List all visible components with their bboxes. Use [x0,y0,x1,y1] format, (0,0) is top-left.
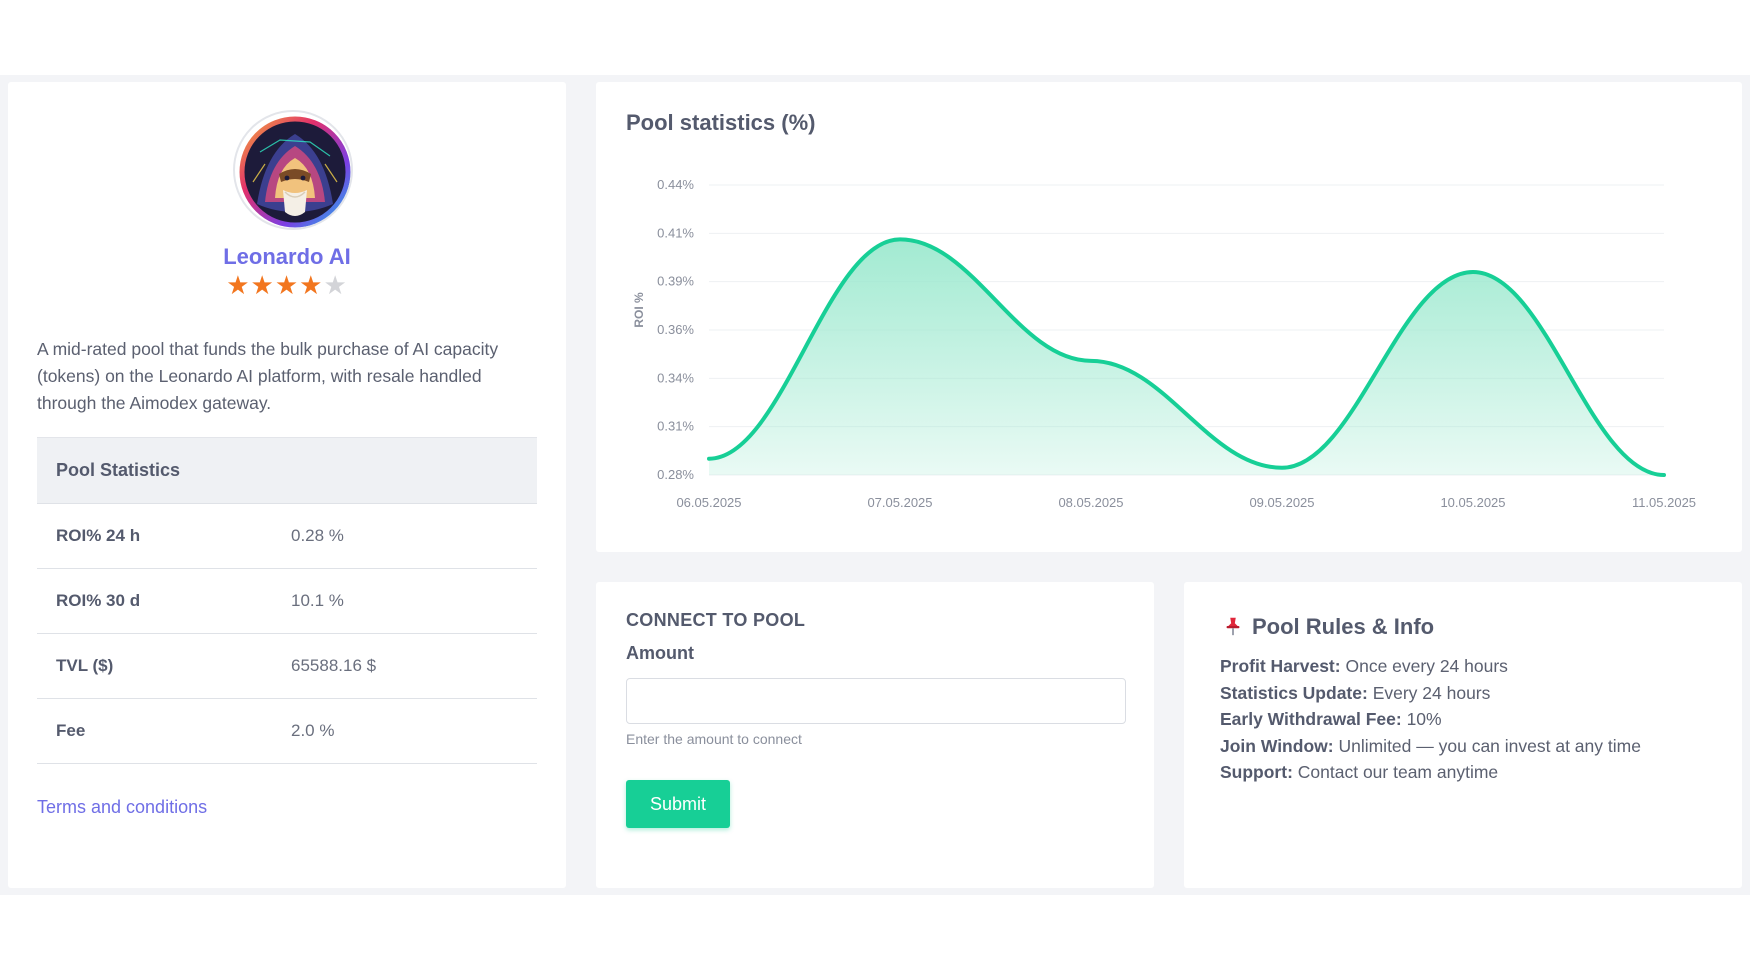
y-tick-label: 0.34% [657,370,694,385]
pool-name: Leonardo AI [223,244,351,269]
pushpin-icon [1222,614,1244,640]
y-tick-label: 0.41% [657,225,694,240]
rule-label: Profit Harvest: [1220,656,1341,676]
y-tick-label: 0.39% [657,274,694,289]
rules-title-text: Pool Rules & Info [1252,614,1435,639]
wizard-portrait-icon [239,116,351,228]
y-axis-label: ROI % [632,292,646,328]
rules-card: Pool Rules & Info Profit Harvest: Once e… [1184,582,1742,888]
list-item: Support: Contact our team anytime [1220,759,1641,786]
connect-card: CONNECT TO POOL Amount Enter the amount … [596,582,1154,888]
stat-value: 10.1 % [291,568,537,634]
chart-title: Pool statistics (%) [626,110,816,135]
x-tick-label: 08.05.2025 [1058,495,1123,510]
table-row: TVL ($) 65588.16 $ [37,633,537,699]
table-row: Fee 2.0 % [37,698,537,764]
y-tick-label: 0.31% [657,419,694,434]
stat-label: ROI% 30 d [37,568,291,634]
roi-area-chart: 0.44% 0.41% 0.39% 0.36% 0.34% 0.31% 0.28% 06.05… [632,177,1696,510]
submit-button[interactable]: Submit [626,780,730,828]
y-tick-label: 0.36% [657,322,694,337]
star-empty-icon: ★ [323,270,348,300]
rule-label: Statistics Update: [1220,682,1368,703]
list-item: Profit Harvest: Once every 24 hours [1220,653,1641,680]
star-filled-icon: ★ [250,270,275,300]
pool-statistics-table: Pool Statistics ROI% 24 h 0.28 % ROI% 30… [37,437,537,764]
x-tick-label: 06.05.2025 [676,495,741,510]
rule-label: Support: [1220,762,1293,782]
table-row: ROI% 24 h 0.28 % [37,503,537,569]
x-tick-label: 11.05.2025 [1632,495,1696,510]
list-item: Join Window: Unlimited — you can invest … [1220,733,1641,760]
stat-label: ROI% 24 h [37,503,291,569]
rule-value: Every 24 hours [1372,682,1491,703]
table-header: Pool Statistics [37,437,537,504]
amount-input[interactable] [626,678,1126,724]
y-tick-label: 0.28% [657,467,694,482]
stat-value: 2.0 % [291,698,537,764]
rule-value: Once every 24 hours [1345,656,1508,676]
stat-value: 65588.16 $ [291,633,537,699]
x-tick-label: 09.05.2025 [1249,495,1314,510]
series-area [709,239,1664,475]
rule-label: Early Withdrawal Fee: [1220,709,1402,729]
stat-label: Fee [37,698,291,764]
amount-help-text: Enter the amount to connect [626,731,802,747]
rules-title: Pool Rules & Info [1222,614,1434,640]
connect-title: CONNECT TO POOL [626,610,806,630]
star-filled-icon: ★ [226,270,251,300]
amount-label: Amount [626,643,694,663]
x-tick-label: 10.05.2025 [1440,495,1505,510]
pool-avatar [233,110,353,230]
star-filled-icon: ★ [274,270,300,300]
list-item: Early Withdrawal Fee: 10% [1220,706,1641,733]
list-item: Statistics Update: Every 24 hours [1220,680,1641,707]
x-tick-label: 07.05.2025 [867,495,932,510]
rating-stars: ★★★★★ [8,270,566,300]
rules-list: Profit Harvest: Once every 24 hours Stat… [1220,653,1641,786]
pool-info-card: Leonardo AI ★★★★★ A mid-rated pool that … [8,82,566,888]
series-line [707,237,1666,477]
rule-value: Unlimited — you can invest at any time [1338,735,1641,756]
star-filled-icon: ★ [299,270,324,300]
terms-link[interactable]: Terms and conditions [37,797,208,817]
y-tick-label: 0.44% [657,177,694,192]
chart-card: Pool statistics (%) 0.44% 0.41% 0.39% 0.36%… [596,82,1742,552]
stat-value: 0.28 % [291,503,537,569]
stat-label: TVL ($) [37,633,291,699]
rule-label: Join Window: [1220,735,1334,756]
rule-value: 10% [1406,709,1442,729]
table-row: ROI% 30 d 10.1 % [37,568,537,634]
rule-value: Contact our team anytime [1297,762,1499,782]
pool-description: A mid-rated pool that funds the bulk pur… [37,339,499,413]
